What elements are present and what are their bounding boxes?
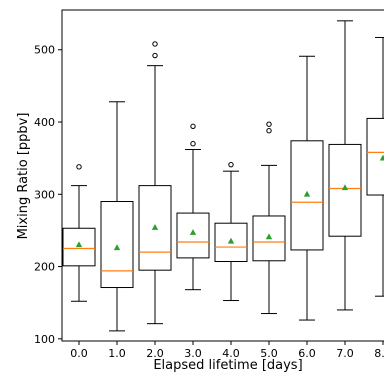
mean-marker: [189, 229, 197, 235]
outlier-point: [190, 123, 196, 130]
box-3.0: [176, 123, 210, 291]
iqr-box: [62, 227, 96, 267]
x-tick-label: 3.0: [184, 347, 202, 360]
iqr-box: [100, 201, 134, 289]
y-tick-label: 300: [34, 188, 55, 201]
x-axis-label: Elapsed lifetime [days]: [153, 358, 302, 373]
iqr-box: [366, 117, 384, 196]
x-axis: 0.0 1.0 2.0 3.0 4.0 5.0 6.0 7.0 8.0: [70, 341, 384, 360]
plot-frame: [61, 9, 384, 342]
mean-marker: [227, 237, 235, 244]
outlier-point: [228, 161, 234, 168]
outlier-point: [266, 127, 272, 134]
x-tick-label: 7.0: [336, 347, 354, 360]
outlier-point: [152, 41, 158, 47]
y-tick-label: 200: [34, 261, 55, 274]
box-5.0: [252, 121, 286, 315]
outlier-point: [76, 164, 82, 170]
iqr-box: [138, 185, 172, 271]
y-tick-label: 100: [34, 333, 55, 346]
outlier-point: [190, 141, 196, 147]
outlier-point: [152, 52, 158, 59]
mean-marker: [379, 154, 384, 161]
box-1.0: [100, 101, 134, 332]
box-8.0: [366, 36, 384, 297]
iqr-box: [176, 212, 210, 259]
x-tick-label: 1.0: [108, 347, 126, 360]
x-tick-label: 0.0: [70, 347, 88, 360]
y-axis: 100 200 300 400 500: [34, 44, 62, 346]
mean-marker: [75, 241, 83, 248]
box-7.0: [328, 20, 362, 311]
iqr-box: [252, 215, 286, 262]
mean-marker: [151, 224, 159, 230]
mean-marker: [341, 184, 349, 191]
x-tick-label: 5.0: [260, 347, 278, 360]
box-4.0: [214, 161, 248, 302]
x-tick-label: 4.0: [222, 347, 240, 360]
x-tick-label: 8.0: [374, 347, 384, 360]
y-tick-label: 400: [34, 116, 55, 129]
mean-marker: [303, 190, 311, 197]
box-0.0: [62, 164, 96, 302]
mean-marker: [113, 244, 121, 251]
box-2.0: [138, 41, 172, 325]
y-tick-label: 500: [34, 44, 55, 57]
mean-marker: [265, 233, 273, 240]
x-tick-label: 2.0: [146, 347, 164, 360]
outlier-point: [266, 121, 272, 127]
iqr-box: [214, 222, 248, 263]
plot-marks: [62, 20, 384, 332]
box-6.0: [290, 55, 324, 321]
y-axis-label: Mixing Ratio [ppbv]: [16, 113, 31, 240]
iqr-box: [290, 140, 324, 251]
iqr-box: [328, 143, 362, 237]
x-tick-label: 6.0: [298, 347, 316, 360]
